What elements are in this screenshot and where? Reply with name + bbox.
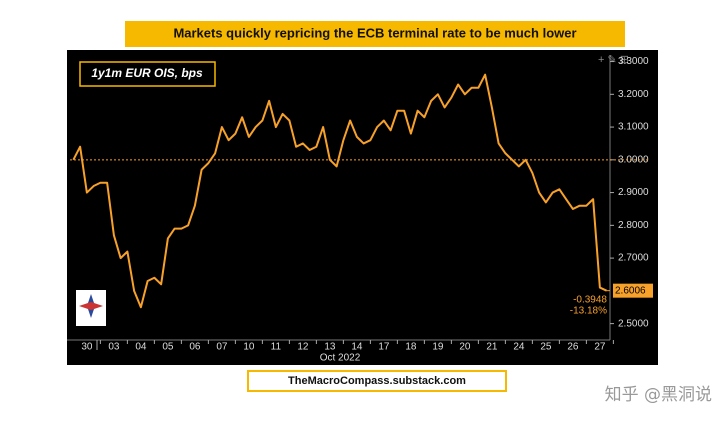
source: TheMacroCompass.substack.com bbox=[288, 375, 466, 387]
legend-box bbox=[79, 61, 216, 87]
annotation: -0.3948 bbox=[573, 294, 607, 305]
x-tick-label: 18 bbox=[405, 342, 417, 353]
legend-label: 1y1m EUR OIS, bps bbox=[91, 66, 203, 80]
y-tick-label: 2.5000 bbox=[618, 318, 649, 329]
y-tick-label: 3.2000 bbox=[618, 89, 649, 100]
y-tick-label: 2.9000 bbox=[618, 187, 649, 198]
x-axis-label: Oct 2022 bbox=[320, 353, 361, 364]
x-tick-label: 25 bbox=[540, 342, 552, 353]
x-tick-label: 11 bbox=[271, 342, 282, 353]
y-tick-label: 3.0000 bbox=[618, 154, 649, 165]
x-tick-label: 04 bbox=[135, 342, 147, 353]
title-box bbox=[125, 21, 625, 47]
x-tick-label: 19 bbox=[432, 342, 444, 353]
x-tick-label: 13 bbox=[324, 342, 336, 353]
y-tick-label: 2.7000 bbox=[618, 253, 649, 264]
x-tick-label: 06 bbox=[189, 342, 201, 353]
x-tick-label: 10 bbox=[243, 342, 255, 353]
y-tick-label: 3.3000 bbox=[618, 56, 649, 67]
x-tick-label: 05 bbox=[162, 342, 174, 353]
x-tick-label: 27 bbox=[594, 342, 606, 353]
y-tick-label: 3.1000 bbox=[618, 122, 649, 133]
x-tick-label: 24 bbox=[513, 342, 525, 353]
last-value-label: 2.6006 bbox=[615, 285, 646, 296]
x-tick-label: 30 bbox=[81, 342, 93, 353]
annotation: -13.18% bbox=[570, 305, 607, 316]
toolbar-icons[interactable]: + ✎ ⊞ bbox=[598, 54, 629, 66]
x-tick-label: 14 bbox=[351, 342, 363, 353]
y-tick-label: 2.8000 bbox=[618, 220, 649, 231]
x-tick-label: 07 bbox=[216, 342, 228, 353]
source-box bbox=[247, 370, 507, 392]
x-tick-label: 17 bbox=[378, 342, 390, 353]
plot-panel bbox=[67, 50, 658, 365]
x-tick-label: 12 bbox=[297, 342, 309, 353]
last-value-box bbox=[613, 283, 653, 298]
logo bbox=[76, 290, 106, 326]
x-tick-label: 03 bbox=[108, 342, 120, 353]
line bbox=[72, 73, 608, 309]
x-tick-label: 20 bbox=[459, 342, 471, 353]
watermark: 知乎 @黑洞说 bbox=[605, 385, 712, 405]
chart-title: Markets quickly repricing the ECB termin… bbox=[173, 25, 576, 40]
x-tick-label: 26 bbox=[567, 342, 579, 353]
x-tick-label: 21 bbox=[486, 342, 498, 353]
